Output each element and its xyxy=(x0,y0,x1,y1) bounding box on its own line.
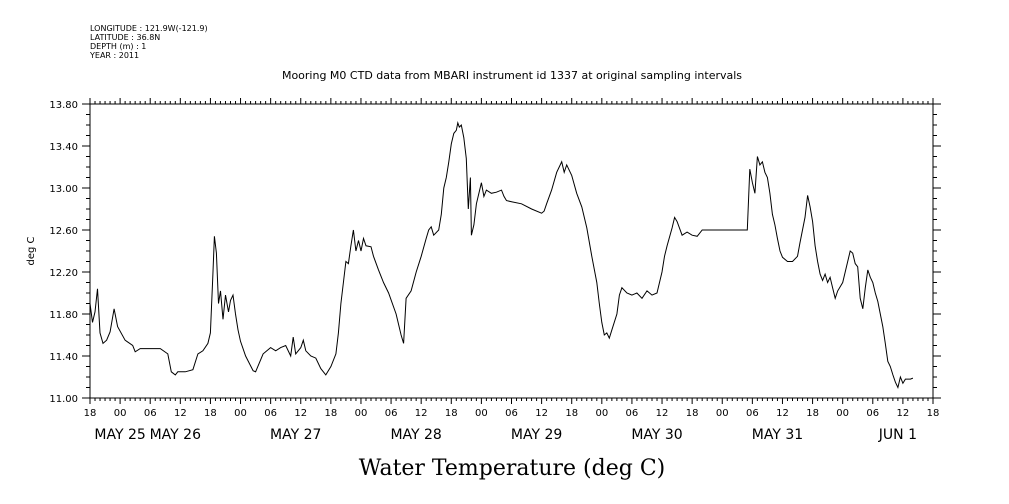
x-hour-label: 12 xyxy=(174,408,187,419)
x-hour-label: 06 xyxy=(746,408,759,419)
x-hour-label: 18 xyxy=(445,408,458,419)
x-axis-ticks xyxy=(89,98,934,404)
x-hour-label: 12 xyxy=(897,408,910,419)
x-hour-label: 18 xyxy=(927,408,940,419)
x-hour-label: 18 xyxy=(324,408,337,419)
x-hour-label: 18 xyxy=(204,408,217,419)
x-hour-label: 12 xyxy=(776,408,789,419)
x-hour-label: 18 xyxy=(806,408,819,419)
x-date-label: MAY 31 xyxy=(752,427,803,443)
x-date-label: JUN 1 xyxy=(878,427,917,443)
x-hour-label: 00 xyxy=(595,408,608,419)
chart-title: Mooring M0 CTD data from MBARI instrumen… xyxy=(282,69,742,82)
y-axis-ticks: 11.00 11.40 11.80 12.20 12.60 13.00 13.40 13.80 xyxy=(49,100,941,405)
x-hour-label: 12 xyxy=(535,408,548,419)
x-hour-label: 00 xyxy=(234,408,247,419)
x-hour-label: 06 xyxy=(385,408,398,419)
x-hour-label: 00 xyxy=(716,408,729,419)
meta-year: YEAR : 2011 xyxy=(89,51,139,60)
x-date-label: MAY 28 xyxy=(390,427,441,443)
y-tick-label: 13.80 xyxy=(49,100,78,111)
x-hour-label: 06 xyxy=(144,408,157,419)
x-date-label: MAY 30 xyxy=(631,427,682,443)
x-hour-label: 18 xyxy=(84,408,97,419)
x-date-label: MAY 29 xyxy=(511,427,562,443)
x-hour-label: 06 xyxy=(505,408,518,419)
x-hour-label: 18 xyxy=(686,408,699,419)
x-date-label: MAY 27 xyxy=(270,427,321,443)
x-hour-label: 00 xyxy=(836,408,849,419)
y-tick-label: 11.40 xyxy=(49,352,78,363)
x-date-label: MAY 26 xyxy=(150,427,201,443)
x-hour-label: 06 xyxy=(626,408,639,419)
x-date-label: MAY 25 xyxy=(94,427,145,443)
x-hour-label: 06 xyxy=(866,408,879,419)
x-hour-label: 18 xyxy=(565,408,578,419)
x-hour-label: 12 xyxy=(415,408,428,419)
x-hour-label: 00 xyxy=(475,408,488,419)
y-tick-label: 12.60 xyxy=(49,226,78,237)
y-tick-label: 12.20 xyxy=(49,268,78,279)
y-tick-label: 13.00 xyxy=(49,184,78,195)
x-axis-hour-labels: 18 00 06 12 18 00 06 12 18 00 06 12 18 00 06 12 18 00 06 12… xyxy=(84,408,940,419)
x-axis-date-labels: MAY 25 MAY 26 MAY 27 MAY 28 MAY 29 MAY 30 MAY … xyxy=(94,427,917,443)
series-line-water-temperature xyxy=(89,121,914,390)
y-axis-label: deg C xyxy=(26,236,37,265)
x-hour-label: 12 xyxy=(656,408,669,419)
meta-latitude: LATITUDE : 36.8N xyxy=(90,33,160,42)
x-hour-label: 00 xyxy=(114,408,127,419)
meta-longitude: LONGITUDE : 121.9W(-121.9) xyxy=(90,24,208,33)
x-hour-label: 00 xyxy=(355,408,368,419)
chart-footer-title: Water Temperature (deg C) xyxy=(359,456,666,481)
y-tick-label: 13.40 xyxy=(49,142,78,153)
x-hour-label: 12 xyxy=(294,408,307,419)
x-hour-label: 06 xyxy=(264,408,277,419)
y-tick-label: 11.80 xyxy=(49,310,78,321)
meta-depth: DEPTH (m) : 1 xyxy=(90,42,146,51)
y-tick-label: 11.00 xyxy=(49,394,78,405)
